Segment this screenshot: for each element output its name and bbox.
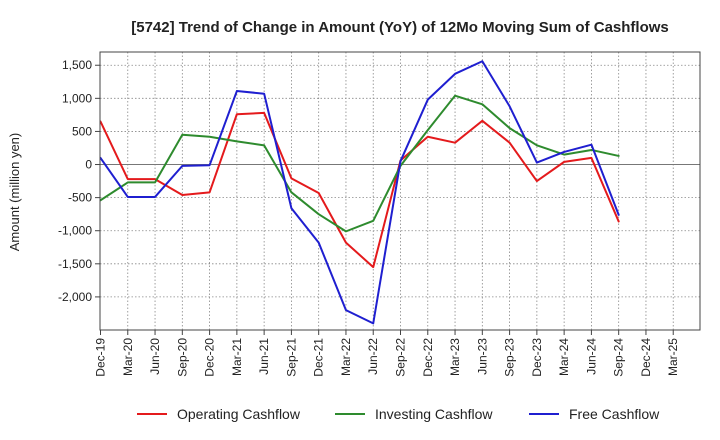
y-tick-label: -2,000: [58, 290, 92, 304]
x-tick-label: Dec-19: [94, 338, 108, 377]
y-tick-label: -500: [68, 191, 92, 205]
x-tick-label: Mar-20: [121, 338, 135, 376]
x-tick-label: Sep-23: [503, 338, 517, 377]
y-tick-label: 1,500: [62, 58, 92, 72]
x-tick-label: Jun-24: [584, 338, 598, 375]
y-tick-label: 0: [85, 158, 92, 172]
gridlines: [100, 52, 700, 330]
x-tick-label: Jun-23: [475, 338, 489, 375]
x-tick-label: Jun-22: [366, 338, 380, 375]
y-axis: 1,500 1,000 500 0 -500 -1,000 -1,500 -2,000: [58, 58, 100, 304]
series-line-free-cashflow: [99, 60, 620, 325]
x-tick-label: Mar-25: [666, 338, 680, 376]
x-tick-label: Dec-23: [530, 338, 544, 377]
series-line-investing-cashflow: [99, 94, 620, 233]
series-group: [99, 60, 620, 325]
x-tick-label: Mar-23: [448, 338, 462, 376]
x-tick-label: Dec-24: [639, 338, 653, 377]
x-tick-label: Jun-20: [148, 338, 162, 375]
legend-label-operating-cashflow: Operating Cashflow: [177, 406, 301, 422]
y-axis-label: Amount (million yen): [7, 133, 22, 252]
x-tick-label: Jun-21: [257, 338, 271, 375]
x-tick-label: Dec-21: [312, 338, 326, 377]
y-tick-label: 1,000: [62, 91, 92, 105]
plot-area: [100, 52, 700, 330]
x-tick-label: Dec-20: [203, 338, 217, 377]
legend-label-investing-cashflow: Investing Cashflow: [375, 406, 493, 422]
legend: Operating Cashflow Investing Cashflow Free…: [137, 406, 660, 422]
x-tick-label: Sep-20: [175, 338, 189, 377]
x-tick-label: Mar-21: [230, 338, 244, 376]
x-axis: Dec-19 Mar-20 Jun-20 Sep-20 Dec-20 Mar-21 Jun-…: [94, 330, 680, 377]
chart-title: [5742] Trend of Change in Amount (YoY) o…: [131, 19, 669, 36]
y-tick-label: -1,000: [58, 224, 92, 238]
x-tick-label: Mar-22: [339, 338, 353, 376]
x-tick-label: Sep-24: [612, 338, 626, 377]
x-tick-label: Dec-22: [421, 338, 435, 377]
x-tick-label: Mar-24: [557, 338, 571, 376]
legend-label-free-cashflow: Free Cashflow: [569, 406, 660, 422]
y-tick-label: 500: [72, 124, 92, 138]
series-line-operating-cashflow: [99, 111, 620, 269]
y-tick-label: -1,500: [58, 257, 92, 271]
x-tick-label: Sep-21: [284, 338, 298, 377]
x-tick-label: Sep-22: [394, 338, 408, 377]
